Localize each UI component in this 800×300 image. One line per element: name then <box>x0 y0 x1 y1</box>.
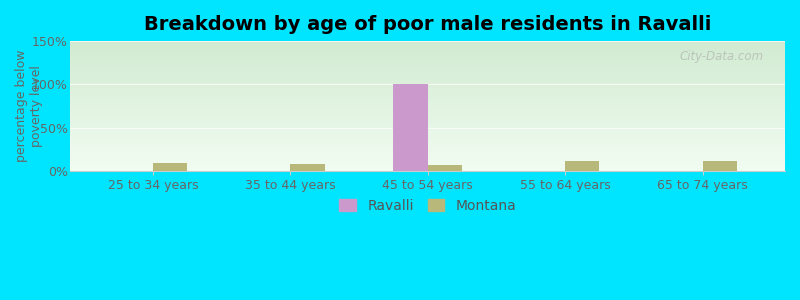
Bar <box>428 165 462 171</box>
Bar <box>702 160 737 171</box>
Y-axis label: percentage below
poverty level: percentage below poverty level <box>15 50 43 162</box>
Bar <box>153 163 187 171</box>
Bar <box>394 84 428 171</box>
Bar <box>290 164 325 171</box>
Legend: Ravalli, Montana: Ravalli, Montana <box>334 194 522 218</box>
Text: City-Data.com: City-Data.com <box>679 50 763 63</box>
Bar <box>565 161 599 171</box>
Title: Breakdown by age of poor male residents in Ravalli: Breakdown by age of poor male residents … <box>144 15 711 34</box>
